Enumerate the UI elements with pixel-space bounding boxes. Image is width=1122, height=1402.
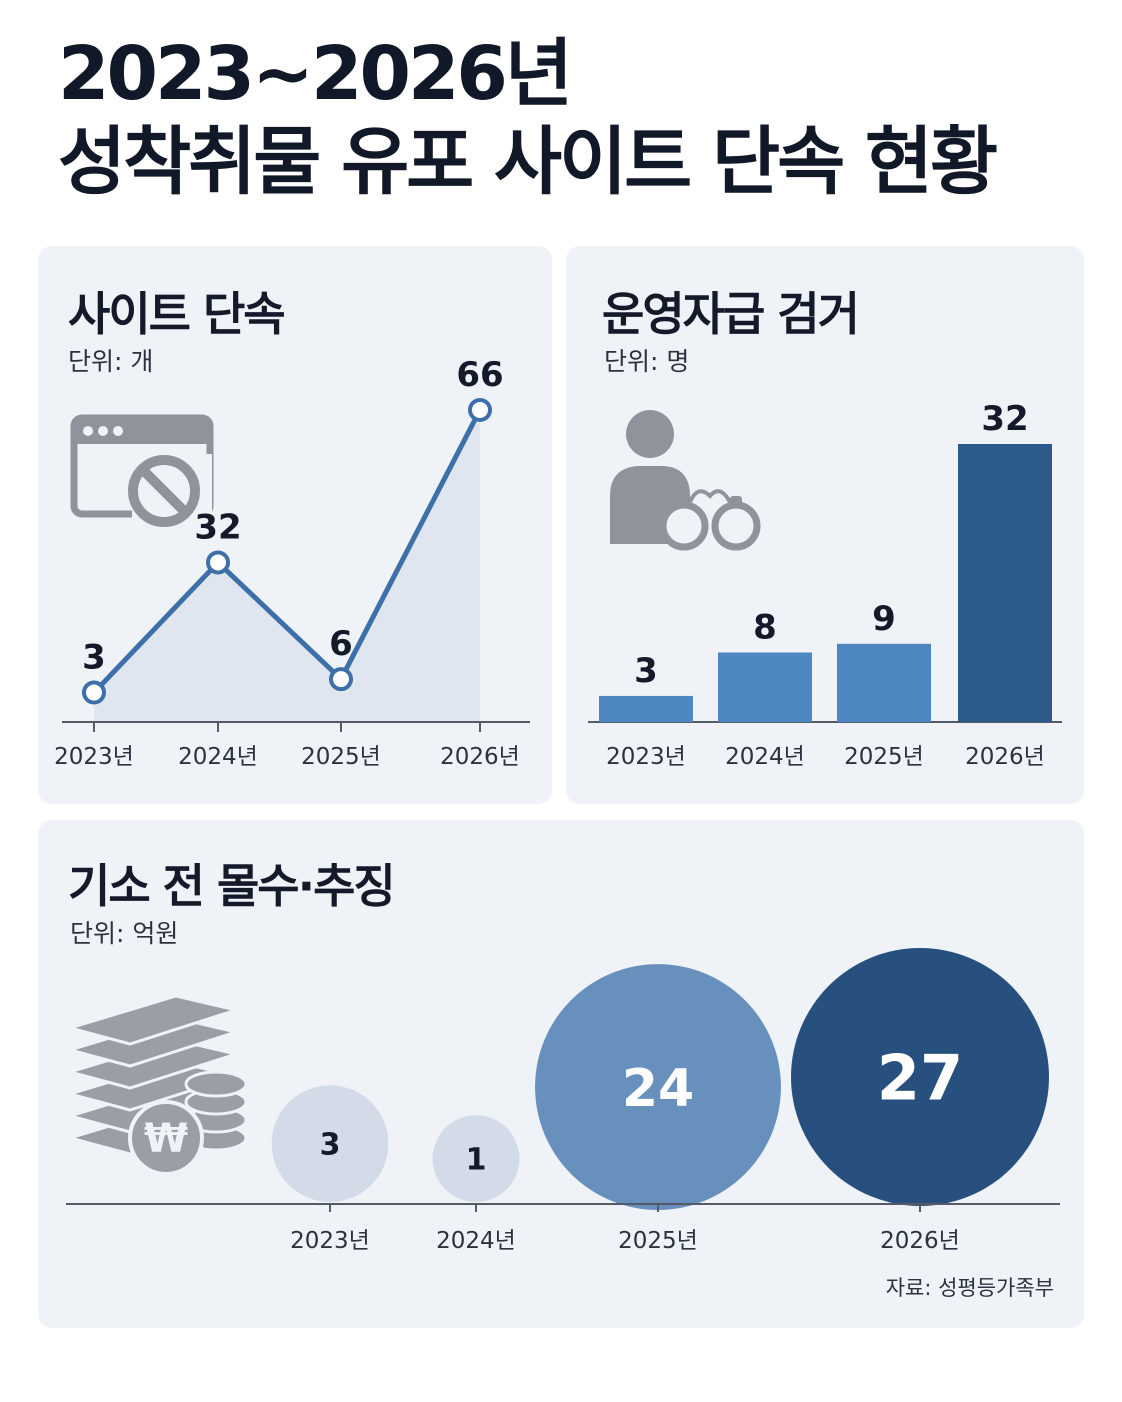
x-tick-label: 2025년 (618, 1228, 698, 1254)
data-point (206, 550, 230, 575)
money-stack-won-icon: ₩ (64, 994, 248, 1176)
site-crackdown-panel: 사이트 단속 단위: 개 2023년 2024년 2025년 2026년 3 32 6 66 (38, 246, 552, 804)
operator-arrest-panel: 운영자급 검거 단위: 명 3 2023년 8 2024년 9 2025년 32 2026년 (566, 246, 1084, 804)
page-title-line2: 성착취물 유포 사이트 단속 현황 (58, 119, 998, 205)
series-line (92, 408, 483, 695)
bar-value-label: 8 (753, 608, 777, 648)
bar (599, 695, 693, 722)
bubble (791, 948, 1049, 1206)
operator-arrest-unit: 단위: 명 (604, 347, 690, 376)
site-crackdown-unit: 단위: 개 (68, 347, 154, 376)
x-tick-label: 2023년 (606, 744, 686, 770)
x-tick-label: 2024년 (178, 744, 258, 770)
bar (958, 444, 1052, 722)
bubble (535, 964, 781, 1210)
bar (718, 652, 812, 722)
confiscation-chart: 3 1 24 27 2023년 2024년 2025년 2026년 (66, 948, 1060, 1254)
x-tick-label: 2023년 (54, 744, 134, 770)
x-tick-label: 2025년 (844, 744, 924, 770)
blocked-website-icon (70, 414, 214, 534)
confiscation-unit: 단위: 억원 (70, 919, 179, 948)
x-tick-label: 2026년 (440, 744, 520, 770)
page-title: 2023~2026년 성착취물 유포 사이트 단속 현황 (58, 30, 998, 206)
x-tick-label: 2025년 (301, 744, 381, 770)
bar (837, 643, 931, 722)
x-tick-label: 2023년 (290, 1228, 370, 1254)
confiscation-title: 기소 전 몰수·추징 (68, 859, 396, 913)
bubble-value-label: 24 (622, 1059, 694, 1119)
data-point (468, 397, 492, 422)
data-label: 3 (82, 638, 106, 678)
x-tick-label: 2026년 (880, 1228, 960, 1254)
bar-value-label: 32 (981, 399, 1028, 439)
page-title-line1: 2023~2026년 (58, 31, 573, 117)
data-point (329, 667, 353, 692)
bubble (432, 1115, 520, 1202)
bubble-value-label: 27 (877, 1041, 963, 1114)
operator-arrest-chart: 3 2023년 8 2024년 9 2025년 32 2026년 (588, 399, 1062, 770)
bubble-value-label: 3 (320, 1127, 341, 1162)
line-area-fill (94, 409, 480, 722)
data-label: 66 (456, 355, 503, 395)
bubble-value-label: 1 (466, 1142, 487, 1177)
x-tick-label: 2024년 (436, 1228, 516, 1254)
site-crackdown-title: 사이트 단속 (68, 287, 286, 341)
x-tick-label: 2026년 (965, 744, 1045, 770)
data-label: 32 (194, 507, 241, 547)
confiscation-panel: 기소 전 몰수·추징 단위: 억원 ₩ 3 1 24 27 2023년 2024년 2025… (38, 820, 1084, 1328)
arrested-person-handcuffs-icon (610, 410, 761, 551)
data-point (82, 680, 106, 705)
svg-text:₩: ₩ (144, 1116, 188, 1162)
bar-value-label: 3 (634, 651, 658, 691)
data-label: 6 (329, 624, 353, 664)
source-note: 자료: 성평등가족부 (885, 1276, 1054, 1300)
bar-value-label: 9 (872, 599, 896, 639)
bubble (271, 1085, 389, 1202)
operator-arrest-title: 운영자급 검거 (602, 287, 860, 341)
x-tick-label: 2024년 (725, 744, 805, 770)
